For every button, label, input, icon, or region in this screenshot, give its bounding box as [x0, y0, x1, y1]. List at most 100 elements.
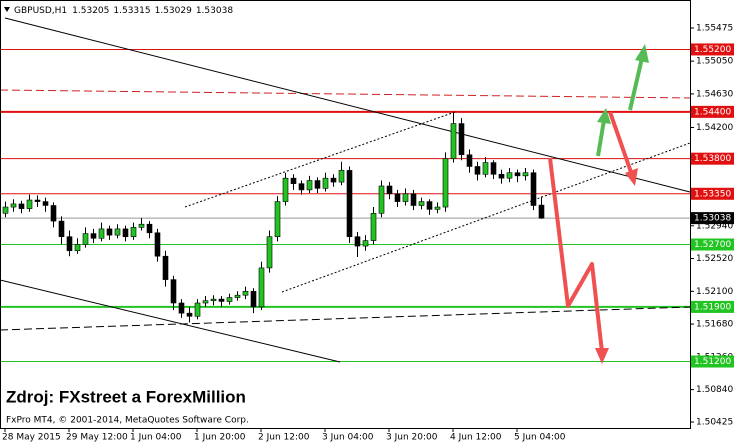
- candle-body: [114, 228, 121, 236]
- candle-body: [338, 170, 345, 183]
- x-tick-label: 4 Jun 12:00: [450, 433, 502, 443]
- candle-body: [138, 223, 145, 228]
- plot-frame: [0, 0, 691, 429]
- candle-body: [538, 204, 545, 219]
- candle-body: [274, 201, 281, 237]
- candle-body: [362, 240, 369, 247]
- candle-body: [306, 180, 313, 191]
- level-label-box: [691, 152, 734, 165]
- watermark: Zdroj: FXstreet a ForexMillion: [6, 387, 246, 406]
- x-tick-label: 3 Jun 04:00: [322, 433, 374, 443]
- candle-body: [58, 220, 65, 237]
- candle-body: [442, 158, 449, 208]
- candle-body: [130, 227, 137, 237]
- candle-body: [210, 298, 217, 301]
- candle-body: [514, 172, 521, 177]
- y-tick-label: 1.54630: [696, 89, 733, 99]
- x-tick-label: 29 May 12:00: [66, 433, 128, 443]
- candle-body: [266, 236, 273, 269]
- candle-body: [482, 162, 489, 175]
- candle-body: [498, 173, 505, 179]
- level-label: 1.54400: [694, 107, 731, 117]
- arrow-path: [608, 111, 634, 176]
- candle-body: [458, 123, 465, 156]
- candle-body: [322, 177, 329, 189]
- candle-body: [10, 203, 17, 208]
- x-tick-label: 28 May 2015: [2, 433, 61, 443]
- candle-body: [474, 166, 481, 175]
- candle-body: [410, 193, 417, 206]
- high: 1.53315: [113, 6, 150, 16]
- candle-body: [370, 212, 377, 241]
- candle-body: [282, 177, 289, 202]
- level-label-box: [691, 355, 734, 368]
- candle-body: [234, 294, 241, 298]
- candle-body: [74, 244, 81, 252]
- candle-body: [186, 312, 193, 317]
- candle-body: [18, 203, 25, 209]
- open: 1.53205: [72, 6, 109, 16]
- level-label: 1.51900: [694, 302, 731, 312]
- y-tick-label: 1.50840: [696, 385, 733, 395]
- candle-body: [98, 228, 105, 239]
- x-tick-label: 3 Jun 20:00: [386, 433, 438, 443]
- candle-body: [162, 255, 169, 280]
- candle-body: [298, 183, 305, 191]
- candle-body: [402, 193, 409, 202]
- candle-body: [106, 228, 113, 236]
- candle-body: [178, 302, 185, 314]
- arrow-head: [635, 44, 649, 63]
- trend-line: [0, 279, 341, 363]
- y-tick-label: 1.54200: [696, 123, 733, 133]
- dashed-level: [0, 89, 691, 99]
- current-price-box: [691, 212, 734, 225]
- level-label: 1.55200: [694, 45, 731, 55]
- level-label-box: [691, 187, 734, 200]
- x-tick-label: 5 Jun 04:00: [514, 433, 566, 443]
- candle-body: [466, 154, 473, 167]
- y-tick-label: 1.55050: [696, 57, 733, 67]
- x-tick-label: 1 Jun 20:00: [194, 433, 246, 443]
- candle-body: [314, 180, 321, 189]
- candle-body: [122, 228, 129, 237]
- candle-body: [530, 172, 537, 206]
- level-label-box: [691, 300, 734, 313]
- y-tick-label: 1.55475: [696, 23, 733, 33]
- y-tick-label: 1.50425: [696, 417, 733, 427]
- candle-body: [330, 177, 337, 183]
- candle-body: [418, 201, 425, 206]
- menu-triangle: [4, 7, 10, 12]
- arrow-path: [548, 157, 604, 353]
- candle-body: [346, 170, 353, 237]
- candle-body: [146, 223, 153, 234]
- copyright: FxPro MT4, © 2001-2014, MetaQuotes Softw…: [6, 416, 249, 426]
- candle-body: [386, 185, 393, 195]
- trend-line: [0, 306, 691, 331]
- candle-body: [354, 236, 361, 247]
- candle-body: [66, 236, 73, 252]
- candle-body: [242, 291, 249, 296]
- y-tick-label: 1.51680: [696, 320, 733, 330]
- channel-line: [281, 142, 691, 293]
- symbol: GBPUSD,H1: [14, 6, 67, 16]
- level-label-box: [691, 105, 734, 118]
- arrow-head: [625, 168, 638, 186]
- x-tick-label: 1 Jun 04:00: [130, 433, 182, 443]
- candle-body: [26, 199, 33, 209]
- candle-body: [258, 267, 265, 308]
- candle-body: [34, 199, 41, 202]
- level-label: 1.51200: [694, 357, 731, 367]
- y-tick-label: 1.52520: [696, 254, 733, 264]
- low: 1.53029: [155, 6, 192, 16]
- candle-body: [50, 205, 57, 222]
- header: GBPUSD,H1 1.53205 1.53315 1.53029 1.53038: [14, 6, 233, 16]
- candle-body: [490, 162, 497, 175]
- arrow-path: [596, 119, 606, 157]
- drawn-objects: [0, 17, 691, 363]
- y-tick-label: 1.52100: [696, 287, 733, 297]
- candle-body: [82, 233, 89, 245]
- level-label-box: [691, 238, 734, 251]
- level-label: 1.52700: [694, 240, 731, 250]
- candle-body: [218, 298, 225, 302]
